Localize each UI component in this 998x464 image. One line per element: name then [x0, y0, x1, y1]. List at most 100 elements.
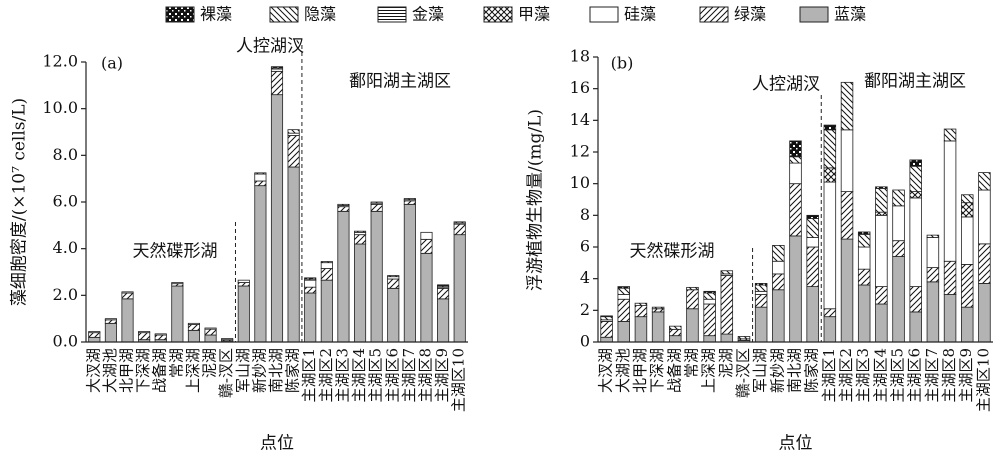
bar-segment — [857, 233, 871, 248]
x-tick-label: 南北湖 — [786, 348, 804, 393]
y-tick-label: 10.0 — [42, 98, 78, 117]
x-tick-label: 主湖区8 — [416, 348, 434, 403]
bar-segment — [370, 201, 383, 204]
y-axis-label: 藻细胞密度/(×10⁷ cells/L) — [10, 98, 30, 306]
legend-swatch — [165, 6, 195, 23]
bar-segment — [88, 336, 101, 343]
bar-segment — [806, 286, 819, 343]
x-tick-label: 主湖区10 — [450, 348, 468, 412]
legend-swatch — [269, 6, 299, 23]
bar-segment — [304, 292, 317, 343]
bar-segment — [634, 305, 648, 318]
x-tick-label: 战备湖 — [665, 348, 683, 393]
bar-segment — [978, 172, 991, 191]
bar-segment — [875, 211, 888, 216]
x-tick-label: 赣-汊区 — [734, 348, 752, 398]
y-tick-label: 4 — [580, 268, 590, 287]
bar-segment — [789, 183, 802, 237]
x-tick-label: 主湖区6 — [383, 348, 401, 403]
y-tick-label: 6 — [580, 237, 590, 256]
bar-segment — [420, 238, 433, 254]
legend-swatch — [799, 6, 829, 23]
bar-segment — [453, 221, 466, 224]
x-tick-label: 主湖区9 — [957, 348, 975, 403]
bar-segment — [669, 325, 682, 330]
bar-segment — [617, 298, 631, 322]
bar-segment — [806, 237, 819, 248]
bar-segment — [600, 336, 613, 343]
bar-segment — [840, 191, 854, 240]
bar-segment — [600, 316, 613, 321]
y-tick-label: 16 — [570, 78, 590, 97]
bar-segment — [720, 275, 734, 335]
x-tick-label: 陈家湖 — [803, 348, 821, 393]
bar-segment — [353, 230, 367, 233]
legend-label: 裸藻 — [200, 5, 232, 24]
bar-segment — [353, 243, 367, 343]
bar-segment — [875, 188, 888, 213]
bar-segment — [875, 303, 888, 343]
bar-segment — [772, 245, 785, 262]
bar-segment — [686, 289, 699, 310]
bar-segment — [337, 206, 350, 212]
bar-segment — [403, 198, 416, 201]
bar-segment — [121, 291, 134, 294]
bar-segment — [823, 167, 837, 183]
x-tick-label: 主湖区4 — [350, 348, 368, 403]
panel-label: (b) — [611, 54, 634, 73]
bar-segment — [686, 286, 699, 291]
bar-segment — [387, 275, 400, 278]
x-axis-label: 点位 — [260, 434, 294, 454]
bar-segment — [254, 180, 267, 187]
bar-segment — [823, 181, 837, 310]
panel-label: (a) — [101, 54, 123, 73]
bar-segment — [287, 135, 300, 168]
legend-swatch — [589, 6, 619, 23]
bar-segment — [403, 203, 416, 343]
annotation: 鄱阳湖主湖区 — [349, 72, 451, 92]
bar-segment — [669, 335, 682, 343]
bar-segment — [823, 124, 837, 131]
bar-segment — [138, 332, 151, 341]
x-tick-label: 主湖区3 — [854, 348, 872, 403]
x-tick-label: 新妙湖 — [250, 348, 268, 393]
bar-segment — [943, 128, 957, 142]
y-tick-label: 6.0 — [53, 192, 78, 211]
bar-segment — [420, 252, 433, 343]
bar-segment — [651, 311, 665, 343]
bar-segment — [104, 318, 117, 321]
x-tick-label: 上深湖 — [184, 348, 202, 393]
bar-segment — [121, 292, 134, 300]
bar-segment — [287, 129, 300, 134]
bar-segment — [961, 306, 974, 343]
bar-segment — [703, 292, 716, 300]
bar-segment — [789, 140, 802, 158]
x-tick-label: 主湖区5 — [889, 348, 907, 403]
bar-segment — [304, 277, 317, 280]
bar-segment — [320, 268, 333, 281]
annotation: 人控湖汊 — [752, 75, 820, 95]
bar-segment — [909, 197, 922, 287]
bar-segment — [926, 237, 940, 268]
bar-segment — [617, 287, 631, 295]
bar-segment — [617, 294, 631, 300]
bar-segment — [961, 264, 974, 308]
bar-segment — [978, 243, 991, 284]
bar-segment — [104, 322, 117, 343]
bar-segment — [909, 311, 922, 343]
x-tick-label: 主湖区3 — [333, 348, 351, 403]
y-tick-label: 12.0 — [42, 52, 78, 71]
legend-label: 绿藻 — [734, 5, 766, 24]
y-tick-label: 2 — [580, 300, 590, 319]
bar-segment — [600, 315, 613, 318]
x-tick-label: 泥湖 — [717, 348, 735, 378]
bar-segment — [287, 166, 300, 343]
legend-label: 甲藻 — [518, 5, 550, 24]
bar-segment — [237, 285, 250, 343]
bar-segment — [138, 331, 151, 334]
bar-segment — [320, 262, 333, 269]
bar-segment — [926, 281, 940, 343]
bar-segment — [88, 331, 101, 334]
y-tick-label: 8 — [580, 205, 590, 224]
